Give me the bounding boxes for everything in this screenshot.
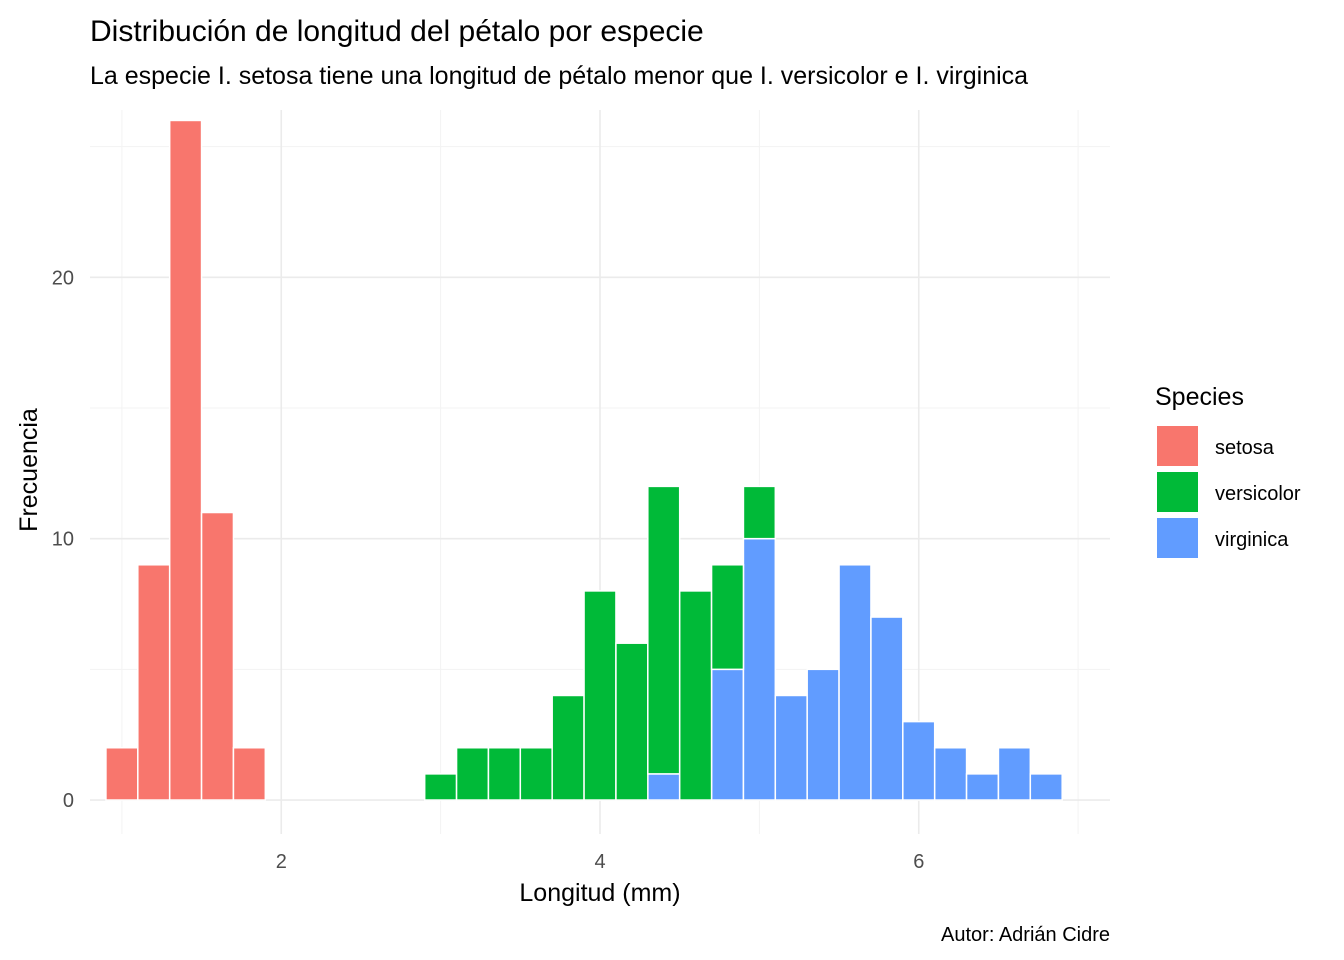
bar-setosa [200, 511, 235, 801]
legend-label-virginica: virginica [1215, 529, 1289, 551]
bar-versicolor [678, 590, 713, 801]
bar-versicolor [615, 642, 649, 801]
bar-virginica [774, 694, 808, 801]
bar-virginica [806, 668, 840, 801]
y-axis-title: Frecuencia [15, 408, 43, 532]
x-tick-label: 4 [594, 851, 605, 873]
bar-versicolor [423, 773, 458, 801]
bar-virginica [997, 746, 1032, 801]
bar-versicolor [710, 564, 745, 671]
bar-versicolor [487, 746, 522, 801]
legend: setosa versicolor virginica [1157, 426, 1301, 558]
bar-virginica [742, 537, 777, 801]
legend-key-setosa [1157, 426, 1198, 466]
y-tick-label: 20 [52, 267, 74, 289]
legend-key-versicolor [1157, 472, 1198, 512]
legend-title: Species [1155, 383, 1244, 411]
y-tick-label: 10 [52, 529, 74, 551]
chart-subtitle: La especie I. setosa tiene una longitud … [90, 62, 1028, 90]
bar-versicolor [647, 485, 681, 775]
chart-title: Distribución de longitud del pétalo por … [90, 15, 704, 48]
bar-versicolor [742, 485, 777, 540]
bar-versicolor [583, 590, 617, 801]
legend-label-versicolor: versicolor [1215, 483, 1301, 505]
chart-caption: Autor: Adrián Cidre [941, 924, 1110, 946]
bar-virginica [870, 616, 904, 801]
x-tick-label: 6 [913, 851, 924, 873]
bar-setosa [168, 119, 203, 801]
bars [105, 119, 1063, 801]
bar-versicolor [519, 746, 553, 801]
bar-versicolor [551, 694, 585, 801]
bar-setosa [232, 746, 267, 801]
legend-key-virginica [1157, 518, 1198, 558]
legend-label-setosa: setosa [1215, 437, 1275, 459]
x-axis-ticks: 2 4 6 [276, 851, 925, 873]
bar-virginica [647, 773, 681, 801]
bar-virginica [933, 746, 968, 801]
bar-virginica [838, 564, 872, 801]
bar-virginica [902, 720, 936, 801]
bar-virginica [965, 773, 1000, 801]
y-tick-label: 0 [63, 790, 74, 812]
y-axis-ticks: 0 10 20 [52, 267, 74, 812]
bar-setosa [105, 746, 139, 801]
bar-virginica [710, 668, 745, 801]
bar-virginica [1029, 773, 1063, 801]
bar-setosa [137, 564, 171, 801]
bar-versicolor [455, 746, 490, 801]
x-tick-label: 2 [276, 851, 287, 873]
x-axis-title: Longitud (mm) [519, 879, 680, 907]
